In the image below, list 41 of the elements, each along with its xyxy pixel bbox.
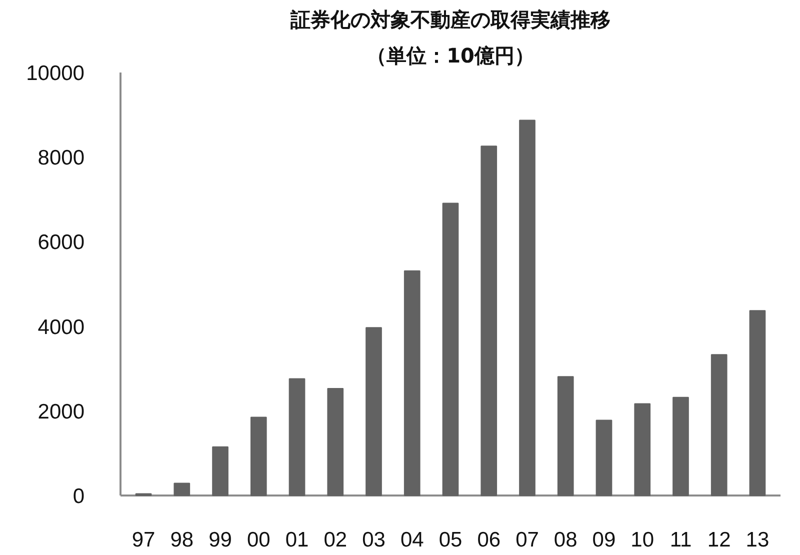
bar bbox=[480, 146, 498, 496]
x-tick-label: 06 bbox=[477, 528, 501, 552]
x-tick-label: 13 bbox=[746, 528, 770, 552]
bar bbox=[519, 120, 536, 496]
bar bbox=[634, 403, 651, 496]
x-tick-label: 12 bbox=[707, 528, 731, 552]
bar bbox=[366, 327, 382, 496]
bar bbox=[174, 482, 190, 496]
bar bbox=[749, 310, 766, 496]
y-tick-label: 8000 bbox=[38, 146, 84, 170]
x-tick-label: 98 bbox=[170, 528, 194, 552]
x-tick-label: 09 bbox=[592, 528, 616, 552]
x-tick-label: 05 bbox=[438, 528, 462, 552]
bar bbox=[404, 270, 420, 496]
x-tick-label: 07 bbox=[516, 528, 539, 552]
y-tick-label: 0 bbox=[72, 485, 85, 508]
bar bbox=[710, 354, 728, 496]
chart-subtitle: （単位：10億円） bbox=[366, 44, 534, 68]
bar bbox=[672, 396, 689, 496]
bar bbox=[212, 446, 228, 496]
x-tick-label: 97 bbox=[132, 528, 156, 552]
x-tick-label: 01 bbox=[285, 528, 309, 552]
x-tick-label: 03 bbox=[362, 528, 386, 552]
y-tick-label: 6000 bbox=[38, 231, 84, 254]
y-tick-label: 4000 bbox=[38, 316, 84, 339]
bar bbox=[596, 420, 612, 496]
bar bbox=[327, 388, 344, 496]
x-tick-label: 02 bbox=[324, 528, 348, 552]
chart-title: 証券化の対象不動産の取得実績推移 bbox=[290, 8, 610, 32]
y-tick-label: 10000 bbox=[26, 62, 85, 85]
x-tick-label: 11 bbox=[670, 528, 692, 552]
bar bbox=[557, 376, 574, 496]
x-tick-label: 04 bbox=[400, 528, 424, 552]
x-tick-label: 99 bbox=[208, 528, 232, 552]
x-tick-label: 10 bbox=[630, 528, 654, 552]
x-tick-label: 00 bbox=[246, 528, 270, 552]
bar bbox=[288, 378, 306, 496]
x-tick-label: 08 bbox=[554, 528, 578, 552]
bar bbox=[442, 202, 459, 496]
y-tick-label: 2000 bbox=[38, 400, 84, 424]
bar bbox=[250, 416, 267, 496]
